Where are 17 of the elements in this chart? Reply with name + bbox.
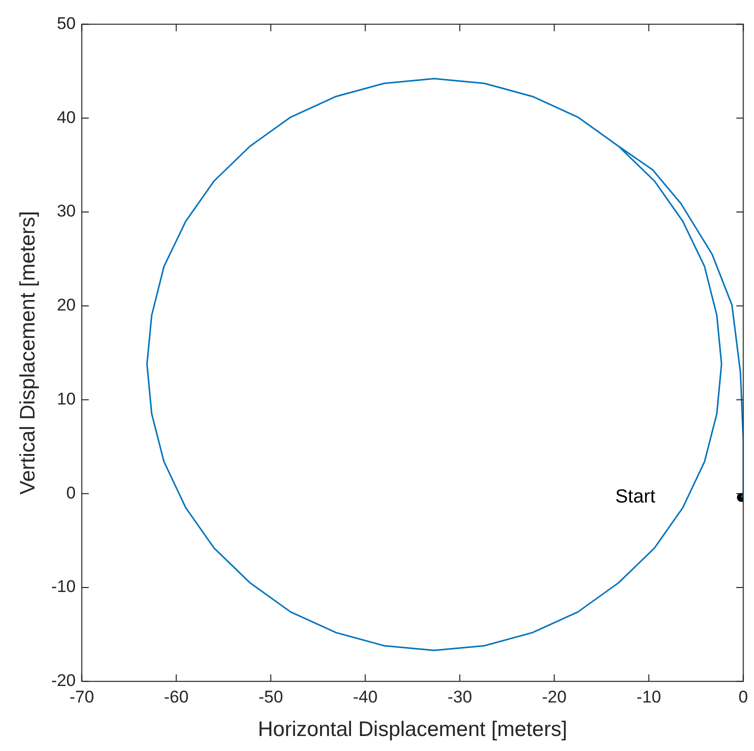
y-tick-label: -10 — [51, 577, 76, 596]
x-tick-label: -50 — [258, 687, 284, 706]
y-tick-label: 30 — [56, 202, 76, 221]
x-tick-label: -40 — [352, 687, 378, 706]
y-tick-label: 50 — [56, 14, 76, 33]
x-tick-label: 0 — [738, 687, 748, 706]
x-axis-title: Horizontal Displacement [meters] — [258, 718, 568, 742]
y-tick-label: 40 — [56, 108, 76, 127]
y-axis-title: Vertical Displacement [meters] — [16, 210, 40, 495]
y-tick-label: 10 — [56, 389, 76, 408]
x-tick-label: -60 — [164, 687, 189, 706]
y-tick-label: 0 — [66, 483, 76, 502]
annotation: Start — [615, 486, 656, 508]
y-tick-label: 20 — [56, 296, 76, 315]
x-tick-label: -30 — [447, 687, 472, 706]
x-tick-label: -10 — [636, 687, 662, 706]
x-tick-label: -20 — [542, 687, 567, 706]
